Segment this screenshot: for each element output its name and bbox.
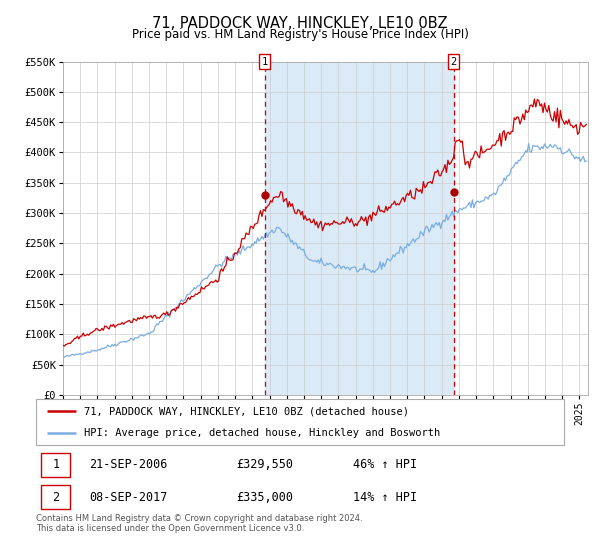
Text: £335,000: £335,000 [236,491,293,504]
Text: 21-SEP-2006: 21-SEP-2006 [89,458,167,471]
Text: Price paid vs. HM Land Registry's House Price Index (HPI): Price paid vs. HM Land Registry's House … [131,28,469,41]
FancyBboxPatch shape [41,453,70,477]
Text: Contains HM Land Registry data © Crown copyright and database right 2024.
This d: Contains HM Land Registry data © Crown c… [36,514,362,534]
Text: 14% ↑ HPI: 14% ↑ HPI [353,491,417,504]
Text: 2: 2 [451,57,457,67]
FancyBboxPatch shape [36,399,564,445]
Text: 08-SEP-2017: 08-SEP-2017 [89,491,167,504]
Text: £329,550: £329,550 [236,458,293,471]
Text: 46% ↑ HPI: 46% ↑ HPI [353,458,417,471]
FancyBboxPatch shape [41,486,70,509]
Bar [265,62,454,395]
Text: 71, PADDOCK WAY, HINCKLEY, LE10 0BZ: 71, PADDOCK WAY, HINCKLEY, LE10 0BZ [152,16,448,31]
Text: 2: 2 [52,491,59,504]
Text: 71, PADDOCK WAY, HINCKLEY, LE10 0BZ (detached house): 71, PADDOCK WAY, HINCKLEY, LE10 0BZ (det… [83,406,409,416]
Text: 1: 1 [52,458,59,471]
Text: 1: 1 [262,57,268,67]
Text: HPI: Average price, detached house, Hinckley and Bosworth: HPI: Average price, detached house, Hinc… [83,428,440,438]
